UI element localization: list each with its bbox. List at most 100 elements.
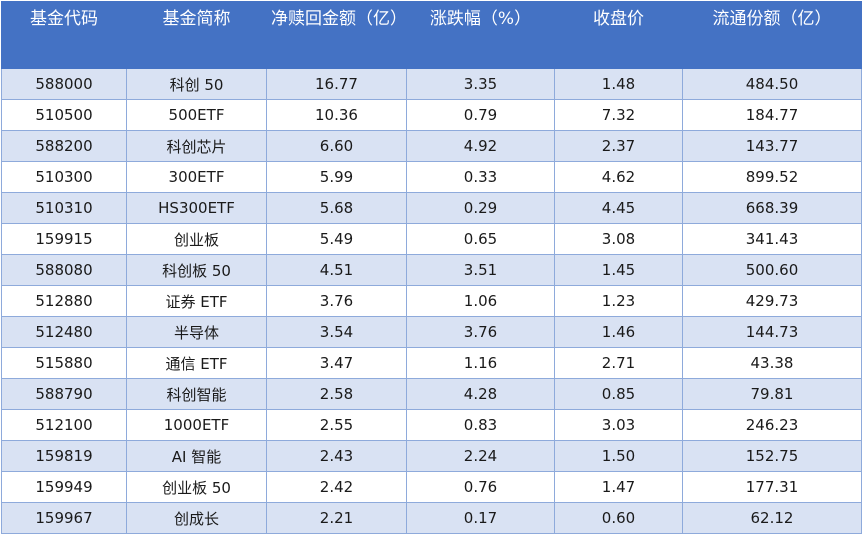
cell-fund-name: 创成长 [126,502,267,534]
cell-net-redemption: 4.51 [266,254,407,286]
cell-circulating-shares: 429.73 [682,285,862,317]
cell-net-redemption: 5.49 [266,223,407,255]
cell-fund-name: 半导体 [126,316,267,348]
cell-change-pct: 4.28 [406,378,555,410]
table-row: 588790 科创智能 2.58 4.28 0.85 79.81 [1,378,862,410]
cell-fund-code: 588790 [1,378,127,410]
cell-fund-name: 科创 50 [126,68,267,100]
cell-change-pct: 3.76 [406,316,555,348]
cell-close-price: 1.47 [554,471,683,503]
cell-circulating-shares: 500.60 [682,254,862,286]
cell-fund-code: 510310 [1,192,127,224]
cell-change-pct: 0.65 [406,223,555,255]
cell-close-price: 7.32 [554,99,683,131]
cell-close-price: 3.03 [554,409,683,441]
cell-circulating-shares: 143.77 [682,130,862,162]
cell-net-redemption: 3.76 [266,285,407,317]
table-row: 515880 通信 ETF 3.47 1.16 2.71 43.38 [1,347,862,379]
table-row: 510500 500ETF 10.36 0.79 7.32 184.77 [1,99,862,131]
table-row: 159819 AI 智能 2.43 2.24 1.50 152.75 [1,440,862,472]
header-net-redemption: 净赎回金额（亿） [266,1,407,69]
cell-close-price: 0.60 [554,502,683,534]
cell-close-price: 0.85 [554,378,683,410]
cell-fund-code: 588000 [1,68,127,100]
cell-close-price: 1.23 [554,285,683,317]
cell-net-redemption: 2.58 [266,378,407,410]
cell-fund-name: 创业板 [126,223,267,255]
cell-fund-name: 科创芯片 [126,130,267,162]
table-row: 512100 1000ETF 2.55 0.83 3.03 246.23 [1,409,862,441]
cell-fund-code: 512880 [1,285,127,317]
cell-circulating-shares: 899.52 [682,161,862,193]
table-body: 588000 科创 50 16.77 3.35 1.48 484.50 510500 500E… [1,68,862,534]
header-fund-code: 基金代码 [1,1,127,69]
cell-circulating-shares: 177.31 [682,471,862,503]
cell-fund-code: 510500 [1,99,127,131]
table-row: 512880 证券 ETF 3.76 1.06 1.23 429.73 [1,285,862,317]
table-row: 588200 科创芯片 6.60 4.92 2.37 143.77 [1,130,862,162]
cell-fund-name: HS300ETF [126,192,267,224]
table-header: 基金代码 基金简称 净赎回金额（亿） 涨跌幅（%） 收盘价 流通份额（亿） [1,1,862,69]
table-row: 159949 创业板 50 2.42 0.76 1.47 177.31 [1,471,862,503]
cell-close-price: 4.62 [554,161,683,193]
cell-change-pct: 0.76 [406,471,555,503]
table-row: 510300 300ETF 5.99 0.33 4.62 899.52 [1,161,862,193]
table-row: 510310 HS300ETF 5.68 0.29 4.45 668.39 [1,192,862,224]
cell-circulating-shares: 184.77 [682,99,862,131]
cell-change-pct: 4.92 [406,130,555,162]
cell-net-redemption: 10.36 [266,99,407,131]
cell-fund-name: 300ETF [126,161,267,193]
cell-close-price: 1.48 [554,68,683,100]
cell-circulating-shares: 246.23 [682,409,862,441]
etf-redemption-table: 基金代码 基金简称 净赎回金额（亿） 涨跌幅（%） 收盘价 流通份额（亿） 58… [1,1,862,534]
cell-change-pct: 0.29 [406,192,555,224]
table-row: 588000 科创 50 16.77 3.35 1.48 484.50 [1,68,862,100]
cell-net-redemption: 2.43 [266,440,407,472]
cell-net-redemption: 3.47 [266,347,407,379]
cell-change-pct: 1.16 [406,347,555,379]
cell-fund-name: 1000ETF [126,409,267,441]
header-row: 基金代码 基金简称 净赎回金额（亿） 涨跌幅（%） 收盘价 流通份额（亿） [1,1,862,69]
cell-fund-name: 500ETF [126,99,267,131]
cell-change-pct: 0.83 [406,409,555,441]
cell-close-price: 3.08 [554,223,683,255]
cell-close-price: 2.71 [554,347,683,379]
cell-net-redemption: 3.54 [266,316,407,348]
header-fund-name: 基金简称 [126,1,267,69]
cell-fund-code: 159915 [1,223,127,255]
cell-fund-code: 159819 [1,440,127,472]
cell-change-pct: 0.79 [406,99,555,131]
cell-net-redemption: 16.77 [266,68,407,100]
cell-circulating-shares: 79.81 [682,378,862,410]
header-close-price: 收盘价 [554,1,683,69]
cell-fund-name: AI 智能 [126,440,267,472]
cell-fund-code: 159949 [1,471,127,503]
cell-net-redemption: 6.60 [266,130,407,162]
cell-change-pct: 0.17 [406,502,555,534]
cell-change-pct: 0.33 [406,161,555,193]
cell-change-pct: 2.24 [406,440,555,472]
cell-fund-code: 588200 [1,130,127,162]
table-row: 512480 半导体 3.54 3.76 1.46 144.73 [1,316,862,348]
cell-net-redemption: 5.99 [266,161,407,193]
cell-net-redemption: 2.42 [266,471,407,503]
cell-close-price: 1.46 [554,316,683,348]
cell-circulating-shares: 668.39 [682,192,862,224]
cell-circulating-shares: 484.50 [682,68,862,100]
cell-change-pct: 3.35 [406,68,555,100]
cell-close-price: 2.37 [554,130,683,162]
table-row: 588080 科创板 50 4.51 3.51 1.45 500.60 [1,254,862,286]
cell-close-price: 1.45 [554,254,683,286]
cell-fund-code: 515880 [1,347,127,379]
cell-circulating-shares: 62.12 [682,502,862,534]
header-change-pct: 涨跌幅（%） [406,1,555,69]
cell-change-pct: 3.51 [406,254,555,286]
cell-net-redemption: 2.21 [266,502,407,534]
cell-net-redemption: 5.68 [266,192,407,224]
cell-fund-name: 证券 ETF [126,285,267,317]
cell-fund-code: 159967 [1,502,127,534]
cell-change-pct: 1.06 [406,285,555,317]
cell-circulating-shares: 144.73 [682,316,862,348]
header-circulating-shares: 流通份额（亿） [682,1,862,69]
